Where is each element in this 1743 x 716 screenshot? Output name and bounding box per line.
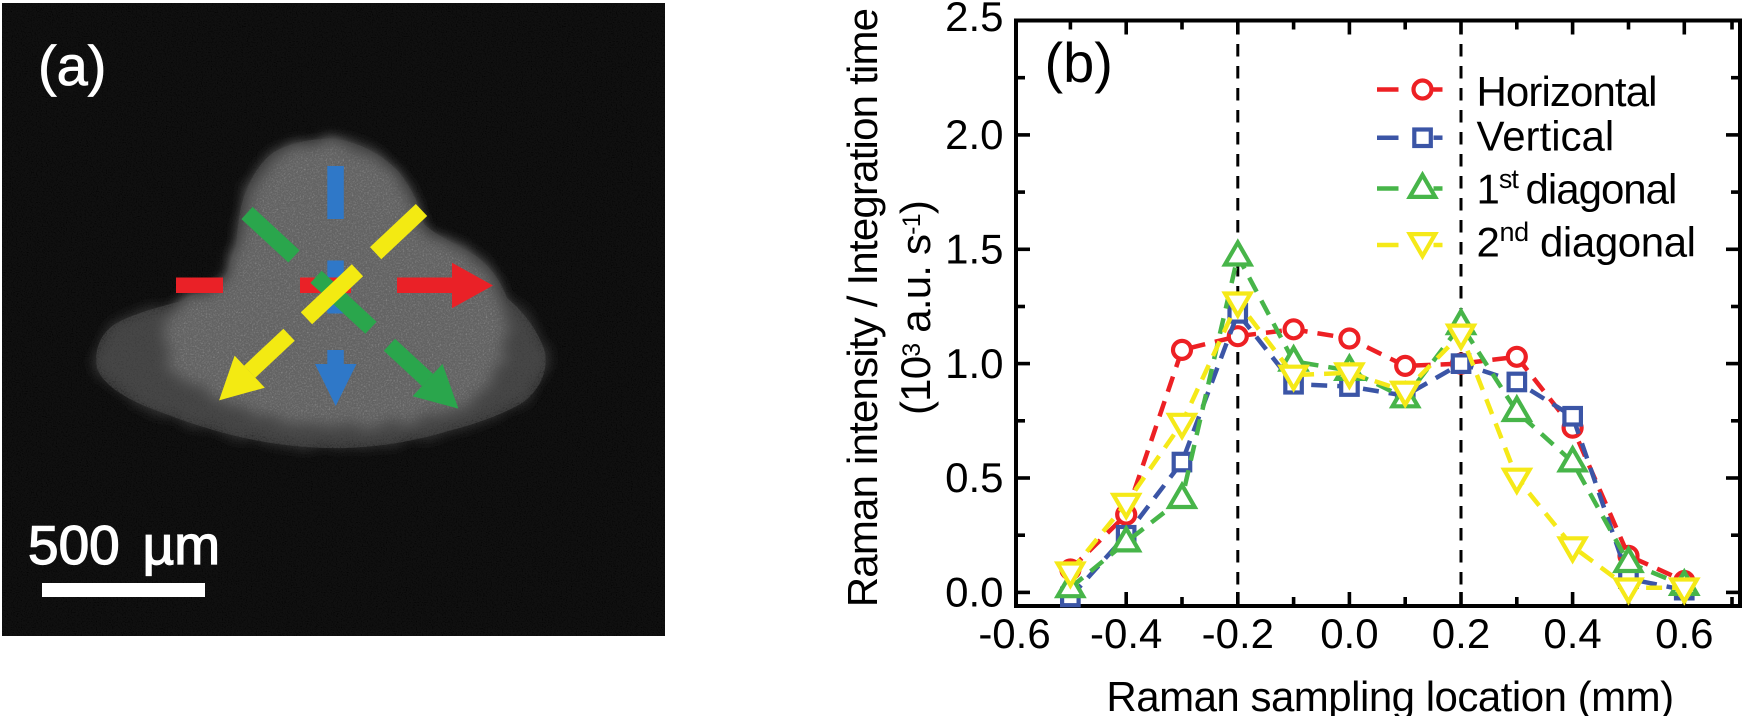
svg-text:1.0: 1.0 <box>945 340 1003 387</box>
svg-text:(a): (a) <box>38 34 106 97</box>
svg-text:Vertical: Vertical <box>1477 113 1615 160</box>
svg-text:0.5: 0.5 <box>945 454 1003 501</box>
svg-text:Raman intensity / Integration: Raman intensity / Integration time <box>839 9 886 607</box>
svg-text:-0.4: -0.4 <box>1090 610 1162 657</box>
svg-text:(103 a.u. s-1): (103 a.u. s-1) <box>892 201 939 415</box>
svg-text:0.2: 0.2 <box>1432 610 1490 657</box>
svg-text:0.4: 0.4 <box>1543 610 1601 657</box>
svg-text:Horizontal: Horizontal <box>1477 68 1657 115</box>
svg-text:2.0: 2.0 <box>945 111 1003 158</box>
svg-text:1st diagonal: 1st diagonal <box>1477 164 1677 213</box>
svg-text:µm: µm <box>143 514 221 576</box>
svg-text:2.5: 2.5 <box>945 0 1003 40</box>
svg-text:(b): (b) <box>1045 31 1113 94</box>
svg-text:0.6: 0.6 <box>1655 610 1713 657</box>
svg-text:500: 500 <box>28 514 120 576</box>
svg-text:-0.2: -0.2 <box>1202 610 1274 657</box>
svg-text:0.0: 0.0 <box>1320 610 1378 657</box>
svg-text:-0.6: -0.6 <box>978 610 1050 657</box>
svg-text:1.5: 1.5 <box>945 226 1003 273</box>
svg-text:Raman sampling location (mm): Raman sampling location (mm) <box>1106 673 1673 716</box>
svg-text:0.0: 0.0 <box>945 569 1003 616</box>
